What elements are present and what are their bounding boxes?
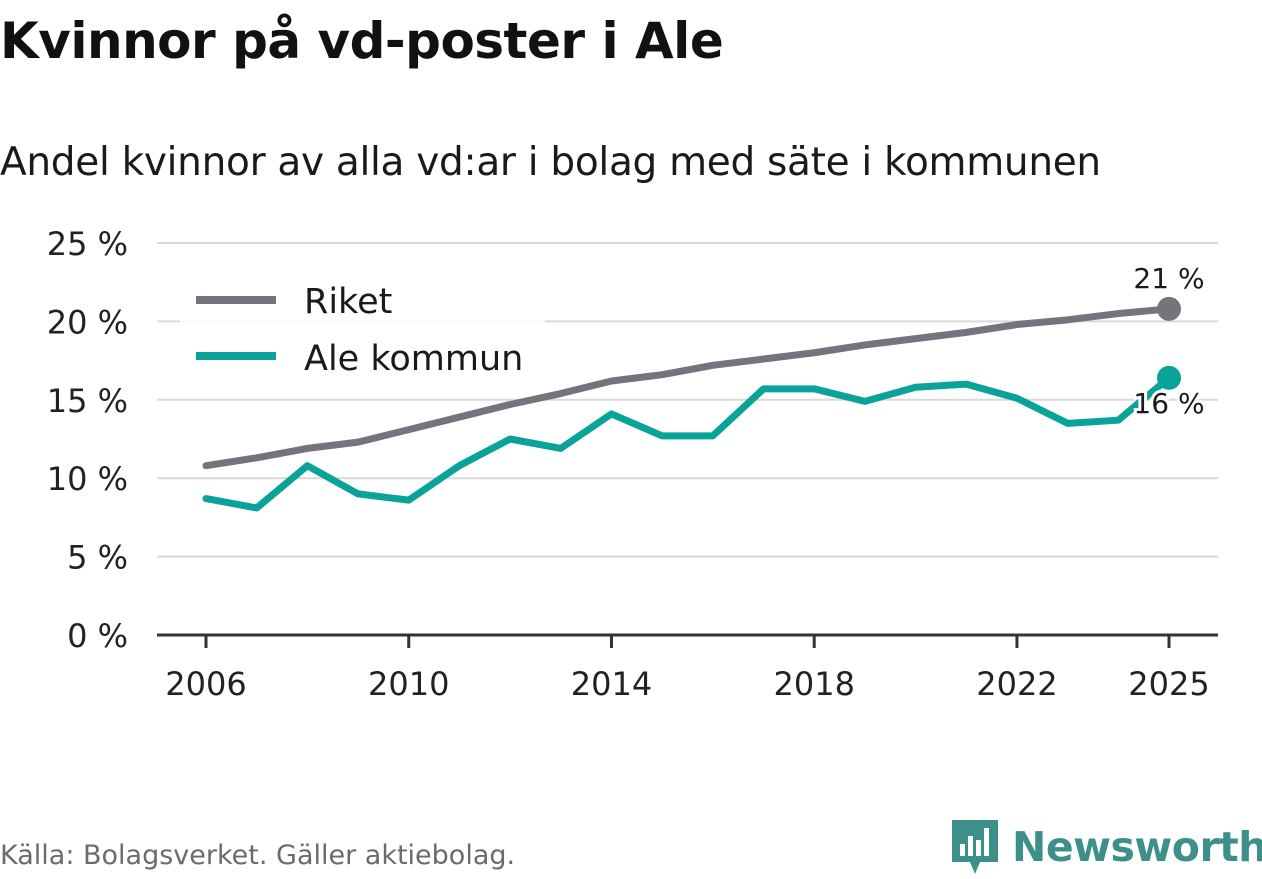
- brand: Newsworthy: [950, 818, 1262, 876]
- x-tick-label: 2010: [368, 665, 449, 703]
- line-chart: 0 %5 %10 %15 %20 %25 % 2006 2010 2014 2018 2…: [47, 225, 1218, 703]
- x-tick-label: 2006: [165, 665, 246, 703]
- y-tick-label: 0 %: [67, 617, 128, 655]
- y-axis-ticks: 0 % 5 % 10 % 15 % 20 % 25 %: [47, 225, 128, 655]
- legend-background: [180, 268, 545, 386]
- y-tick-label: 5 %: [67, 539, 128, 577]
- series-endpoint-1: [1157, 365, 1181, 390]
- end-label-riket: 21 %: [1133, 262, 1204, 295]
- source-note: Källa: Bolagsverket. Gäller aktiebolag.: [0, 840, 516, 871]
- series-endpoint-0: [1157, 296, 1181, 321]
- chart-title: Kvinnor på vd-poster i Ale: [0, 12, 724, 70]
- series-lines: [202, 296, 1181, 512]
- x-tick-label: 2018: [773, 665, 854, 703]
- x-tick-label: 2022: [976, 665, 1057, 703]
- brand-name: Newsworthy: [1012, 823, 1262, 871]
- y-tick-label: 10 %: [47, 460, 128, 498]
- x-axis-ticks: 2006 2010 2014 2018 2022 2025: [165, 635, 1210, 703]
- bar-chart-badge-icon: [952, 820, 998, 874]
- series-line-0: [202, 305, 1173, 470]
- y-tick-label: 20 %: [47, 303, 128, 341]
- end-label-ale: 16 %: [1133, 387, 1204, 420]
- legend-label-riket: Riket: [304, 282, 392, 322]
- legend: Riket Ale kommun: [180, 268, 545, 386]
- series-line-1: [202, 374, 1173, 512]
- y-tick-label: 25 %: [47, 225, 128, 263]
- x-tick-label: 2014: [571, 665, 652, 703]
- chart-subtitle: Andel kvinnor av alla vd:ar i bolag med …: [0, 140, 1101, 185]
- end-labels: 21 % 16 %: [1130, 262, 1207, 423]
- legend-label-ale: Ale kommun: [304, 339, 523, 379]
- y-tick-label: 15 %: [47, 382, 128, 420]
- x-tick-label: 2025: [1128, 665, 1209, 703]
